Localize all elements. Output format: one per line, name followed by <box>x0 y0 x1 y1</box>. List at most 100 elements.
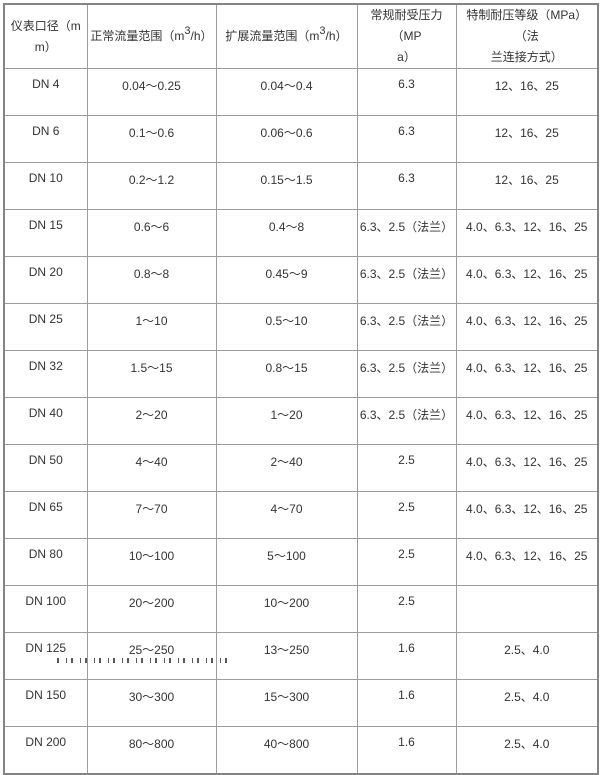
cell-diameter: DN 6 <box>3 115 88 163</box>
cell-standard-pressure: 1.6 <box>356 632 457 680</box>
cell-normal-flow-range: 80～800 <box>86 726 217 775</box>
header-special-pressure-line2: 兰连接方式） <box>490 50 563 64</box>
cell-standard-pressure: 1.6 <box>356 726 457 775</box>
cell-special-pressure-grade: 12、16、25 <box>455 162 599 210</box>
cell-extended-flow-range: 2～40 <box>215 444 358 492</box>
cell-diameter: DN 200 <box>3 726 88 775</box>
cell-extended-flow-range: 5～100 <box>215 538 358 586</box>
cell-diameter: DN 15 <box>3 209 88 257</box>
table-row: DN 32 1.5～15 0.8～15 6.3、2.5（法兰） 4.0、6.3、12、1… <box>3 350 599 398</box>
cell-standard-pressure: 6.3 <box>356 115 457 163</box>
cell-special-pressure-grade: 4.0、6.3、12、16、25 <box>455 444 599 492</box>
cell-standard-pressure: 2.5 <box>356 444 457 492</box>
cell-special-pressure-grade: 4.0、6.3、12、16、25 <box>455 209 599 257</box>
header-normal-flow-post: /h） <box>190 29 213 43</box>
cell-special-pressure-grade: 2.5、4.0 <box>455 632 599 680</box>
cell-extended-flow-range: 4～70 <box>215 491 358 539</box>
cell-normal-flow-range: 7～70 <box>86 491 217 539</box>
cell-extended-flow-range: 10～200 <box>215 585 358 633</box>
cell-normal-flow-range: 25～250 <box>86 632 217 680</box>
table-row: DN 4 0.04～0.25 0.04～0.4 6.3 12、16、25 <box>3 68 599 116</box>
table-row: DN 15 0.6～6 0.4～8 6.3、2.5（法兰） 4.0、6.3、12、16、… <box>3 209 599 257</box>
cell-special-pressure-grade <box>455 585 599 633</box>
header-extended-flow-pre: 扩展流量范围（m <box>225 29 320 43</box>
cell-extended-flow-range: 0.15～1.5 <box>215 162 358 210</box>
cell-extended-flow-range: 0.06～0.6 <box>215 115 358 163</box>
header-row: 仪表口径（m m） 正常流量范围（m3/h） 扩展流量范围（m3/h） 常规耐受… <box>3 3 599 69</box>
cell-extended-flow-range: 13～250 <box>215 632 358 680</box>
cell-diameter: DN 100 <box>3 585 88 633</box>
cell-extended-flow-range: 0.04～0.4 <box>215 68 358 116</box>
table-row: DN 150 30～300 15～300 1.6 2.5、4.0 <box>3 679 599 727</box>
cell-normal-flow-range: 20～200 <box>86 585 217 633</box>
cell-diameter: DN 20 <box>3 256 88 304</box>
cell-normal-flow-range: 4～40 <box>86 444 217 492</box>
cell-special-pressure-grade: 2.5、4.0 <box>455 679 599 727</box>
header-diameter-line2: m） <box>34 39 57 54</box>
cell-special-pressure-grade: 4.0、6.3、12、16、25 <box>455 538 599 586</box>
header-special-pressure-grade: 特制耐压等级（MPa）（法 兰连接方式） <box>455 3 599 69</box>
cell-special-pressure-grade: 4.0、6.3、12、16、25 <box>455 350 599 398</box>
table-row: DN 50 4～40 2～40 2.5 4.0、6.3、12、16、25 <box>3 444 599 492</box>
cell-normal-flow-range: 1～10 <box>86 303 217 351</box>
cell-extended-flow-range: 0.4～8 <box>215 209 358 257</box>
header-normal-flow-sup: 3 <box>184 25 191 37</box>
table-row: DN 6 0.1～0.6 0.06～0.6 6.3 12、16、25 <box>3 115 599 163</box>
table-row: DN 200 80～800 40～800 1.6 2.5、4.0 <box>3 726 599 775</box>
cell-extended-flow-range: 0.45～9 <box>215 256 358 304</box>
table-row: DN 80 10～100 5～100 2.5 4.0、6.3、12、16、25 <box>3 538 599 586</box>
cell-diameter: DN 65 <box>3 491 88 539</box>
cell-diameter: DN 80 <box>3 538 88 586</box>
cell-standard-pressure: 6.3 <box>356 68 457 116</box>
cell-diameter: DN 25 <box>3 303 88 351</box>
cell-extended-flow-range: 0.8～15 <box>215 350 358 398</box>
table-row: DN 10 0.2～1.2 0.15～1.5 6.3 12、16、25 <box>3 162 599 210</box>
cell-special-pressure-grade: 4.0、6.3、12、16、25 <box>455 303 599 351</box>
cell-normal-flow-range: 30～300 <box>86 679 217 727</box>
table-row: DN 125 25～250 13～250 1.6 2.5、4.0 <box>3 632 599 680</box>
cell-standard-pressure: 1.6 <box>356 679 457 727</box>
cell-special-pressure-grade: 4.0、6.3、12、16、25 <box>455 491 599 539</box>
header-standard-pressure-line1: 常规耐受压力（MP <box>370 8 443 43</box>
header-normal-flow-range: 正常流量范围（m3/h） <box>86 3 217 69</box>
header-diameter: 仪表口径（m m） <box>3 3 88 69</box>
cell-standard-pressure: 6.3、2.5（法兰） <box>356 209 457 257</box>
clipped-text-fragment <box>57 658 233 663</box>
header-normal-flow-pre: 正常流量范围（m <box>90 29 185 43</box>
cell-standard-pressure: 6.3、2.5（法兰） <box>356 397 457 445</box>
cell-extended-flow-range: 0.5～10 <box>215 303 358 351</box>
header-standard-pressure-line2: a） <box>397 50 416 64</box>
cell-special-pressure-grade: 12、16、25 <box>455 115 599 163</box>
cell-normal-flow-range: 0.6～6 <box>86 209 217 257</box>
cell-special-pressure-grade: 2.5、4.0 <box>455 726 599 775</box>
cell-extended-flow-range: 15～300 <box>215 679 358 727</box>
cell-extended-flow-range: 1～20 <box>215 397 358 445</box>
header-diameter-line1: 仪表口径（m <box>10 18 81 33</box>
cell-diameter: DN 10 <box>3 162 88 210</box>
cell-diameter: DN 4 <box>3 68 88 116</box>
cell-normal-flow-range: 0.04～0.25 <box>86 68 217 116</box>
cell-standard-pressure: 2.5 <box>356 538 457 586</box>
header-extended-flow-sup: 3 <box>319 25 326 37</box>
cell-normal-flow-range: 2～20 <box>86 397 217 445</box>
cell-diameter: DN 150 <box>3 679 88 727</box>
header-special-pressure-line1: 特制耐压等级（MPa）（法 <box>466 8 588 43</box>
cell-standard-pressure: 2.5 <box>356 585 457 633</box>
cell-normal-flow-range: 10～100 <box>86 538 217 586</box>
cell-normal-flow-range: 0.8～8 <box>86 256 217 304</box>
cell-standard-pressure: 6.3 <box>356 162 457 210</box>
cell-standard-pressure: 6.3、2.5（法兰） <box>356 350 457 398</box>
cell-diameter: DN 40 <box>3 397 88 445</box>
cell-standard-pressure: 6.3、2.5（法兰） <box>356 256 457 304</box>
cell-standard-pressure: 6.3、2.5（法兰） <box>356 303 457 351</box>
cell-normal-flow-range: 0.1～0.6 <box>86 115 217 163</box>
table-row: DN 20 0.8～8 0.45～9 6.3、2.5（法兰） 4.0、6.3、12、16… <box>3 256 599 304</box>
header-extended-flow-post: /h） <box>325 29 348 43</box>
cell-special-pressure-grade: 12、16、25 <box>455 68 599 116</box>
cell-normal-flow-range: 1.5～15 <box>86 350 217 398</box>
cell-special-pressure-grade: 4.0、6.3、12、16、25 <box>455 256 599 304</box>
page: { "colors": { "background": "#ffffff", "… <box>0 3 600 775</box>
cell-diameter: DN 32 <box>3 350 88 398</box>
table-row: DN 65 7～70 4～70 2.5 4.0、6.3、12、16、25 <box>3 491 599 539</box>
cell-diameter: DN 125 <box>3 632 88 680</box>
